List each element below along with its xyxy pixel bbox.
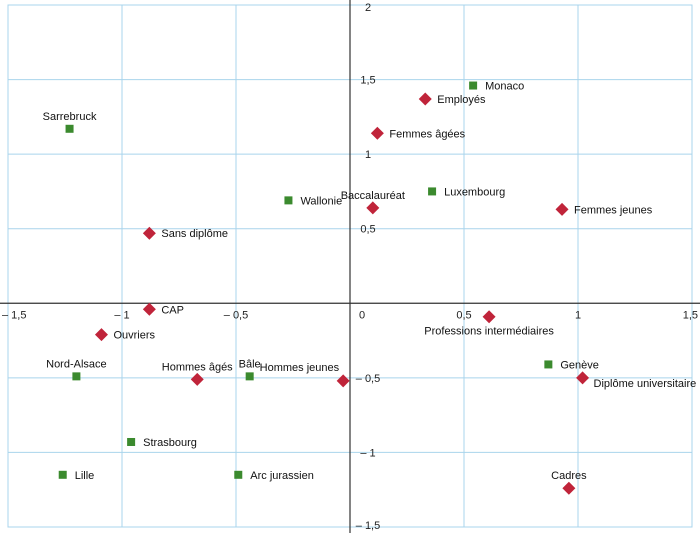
marker-employes xyxy=(418,92,432,106)
x-tick-label: 0,5 xyxy=(456,309,471,321)
y-tick-label: 1,5 xyxy=(360,75,375,87)
label-sans-diplome: Sans diplôme xyxy=(161,228,228,240)
y-tick-label: – 1 xyxy=(360,447,375,459)
y-tick-label: – 0,5 xyxy=(356,373,380,385)
x-tick-label: 1,5 xyxy=(683,309,698,321)
label-employes: Employés xyxy=(437,94,486,106)
data-points: Sarrebruck Wallonie Monaco Luxembourg Nord-A… xyxy=(43,81,697,495)
marker-luxembourg xyxy=(428,187,437,196)
marker-diplome-universitaire xyxy=(576,371,590,385)
label-arc-jurassien: Arc jurassien xyxy=(250,470,314,482)
label-luxembourg: Luxembourg xyxy=(444,186,505,198)
marker-professions-intermediaires xyxy=(482,310,496,324)
marker-nord-alsace xyxy=(72,372,81,381)
label-diplome-universitaire: Diplôme universitaire xyxy=(594,378,697,390)
marker-hommes-ages xyxy=(190,372,204,386)
marker-wallonie xyxy=(284,196,293,205)
y-tick-label: – 1,5 xyxy=(356,520,380,532)
marker-monaco xyxy=(469,81,478,90)
label-cadres: Cadres xyxy=(551,470,587,482)
marker-geneve xyxy=(544,360,553,369)
y-tick-label: 0,5 xyxy=(360,224,375,236)
label-femmes-jeunes: Femmes jeunes xyxy=(574,204,653,216)
label-ouvriers: Ouvriers xyxy=(113,330,155,342)
marker-baccalaureat xyxy=(366,201,380,215)
label-geneve: Genève xyxy=(560,359,599,371)
marker-cap xyxy=(142,302,156,316)
label-cap: CAP xyxy=(161,304,184,316)
marker-strasbourg xyxy=(127,437,136,446)
x-tick-label: – 1,5 xyxy=(2,309,26,321)
label-hommes-ages: Hommes âgés xyxy=(162,361,233,373)
label-bale: Bâle xyxy=(239,358,261,370)
marker-femmes-jeunes xyxy=(555,202,569,216)
y-tick-label: 2 xyxy=(365,2,371,14)
marker-lille xyxy=(58,470,67,479)
label-hommes-jeunes: Hommes jeunes xyxy=(260,362,340,374)
marker-bale xyxy=(245,372,254,381)
label-femmes-agees: Femmes âgées xyxy=(389,128,465,140)
label-lille: Lille xyxy=(75,470,95,482)
y-tick-label: 1 xyxy=(365,149,371,161)
label-professions-intermediaires: Professions intermédiaires xyxy=(424,326,554,338)
label-wallonie: Wallonie xyxy=(300,195,342,207)
label-nord-alsace: Nord-Alsace xyxy=(46,358,107,370)
x-tick-label: – 0,5 xyxy=(224,309,248,321)
label-strasbourg: Strasbourg xyxy=(143,437,197,449)
label-sarrebruck: Sarrebruck xyxy=(43,111,97,123)
marker-sans-diplome xyxy=(142,226,156,240)
x-tick-label: – 1 xyxy=(114,309,129,321)
marker-cadres xyxy=(562,481,576,495)
label-monaco: Monaco xyxy=(485,81,524,93)
marker-arc-jurassien xyxy=(234,470,243,479)
marker-hommes-jeunes xyxy=(336,374,350,388)
x-tick-label: 0 xyxy=(359,309,365,321)
x-tick-label: 1 xyxy=(575,309,581,321)
marker-ouvriers xyxy=(94,328,108,342)
marker-sarrebruck xyxy=(65,124,74,133)
marker-femmes-agees xyxy=(370,126,384,140)
label-baccalaureat: Baccalauréat xyxy=(341,190,405,202)
